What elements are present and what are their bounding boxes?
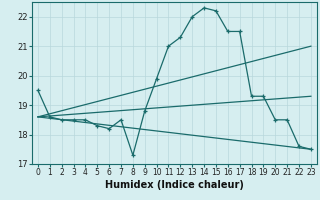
X-axis label: Humidex (Indice chaleur): Humidex (Indice chaleur) xyxy=(105,180,244,190)
